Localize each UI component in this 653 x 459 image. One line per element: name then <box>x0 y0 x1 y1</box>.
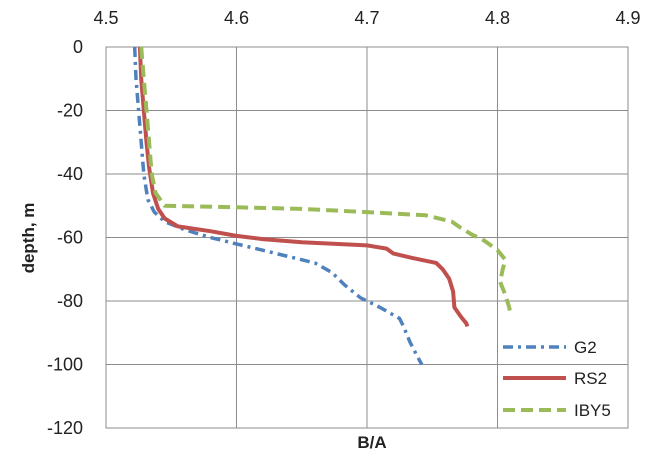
series-line-iby5 <box>139 46 513 315</box>
legend-label-g2: G2 <box>574 338 597 357</box>
y-tick-label: -100 <box>47 355 83 375</box>
legend: G2 RS2 IBY5 <box>503 338 611 420</box>
y-axis-tick-labels: 0 -20 -40 -60 -80 -100 -120 <box>47 37 83 438</box>
y-tick-label: -120 <box>47 418 83 438</box>
y-tick-label: -80 <box>57 291 83 311</box>
plot-area-frame <box>105 46 629 429</box>
legend-label-rs2: RS2 <box>574 369 607 388</box>
y-tick-label: 0 <box>73 37 83 57</box>
series-lines <box>132 46 513 366</box>
y-tick-label: -20 <box>57 101 83 121</box>
x-axis-title: B/A <box>357 433 386 452</box>
x-tick-label: 4.6 <box>224 8 249 28</box>
y-tick-label: -60 <box>57 228 83 248</box>
legend-item-g2: G2 <box>503 338 597 357</box>
legend-label-iby5: IBY5 <box>574 401 611 420</box>
legend-item-rs2: RS2 <box>503 369 607 388</box>
legend-item-iby5: IBY5 <box>503 401 611 420</box>
y-tick-label: -40 <box>57 164 83 184</box>
series-line-g2 <box>132 46 424 366</box>
x-tick-label: 4.8 <box>485 8 510 28</box>
x-axis-tick-labels: 4.5 4.6 4.7 4.8 4.9 <box>93 8 640 28</box>
series-line-rs2 <box>137 46 470 328</box>
x-tick-label: 4.7 <box>354 8 379 28</box>
y-axis-title: depth, m <box>19 203 38 274</box>
x-tick-label: 4.5 <box>93 8 118 28</box>
x-tick-label: 4.9 <box>615 8 640 28</box>
